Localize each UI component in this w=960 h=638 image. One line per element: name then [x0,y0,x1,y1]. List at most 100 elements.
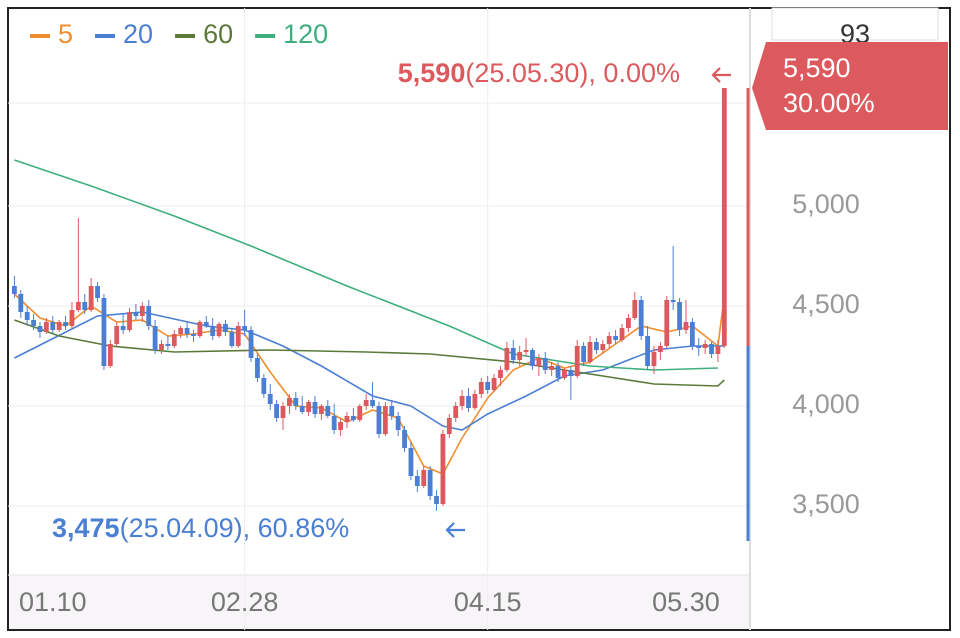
candle-body [421,470,427,486]
candle-body [114,326,120,344]
candle-body [440,434,446,504]
candle-body [139,306,145,316]
candle-body [530,350,535,366]
x-tick-label: 04.15 [454,587,522,617]
candle-body [11,286,17,294]
candle-body [299,406,305,412]
candle-body [715,346,721,354]
candle-body [357,406,363,420]
legend-label: 5 [58,19,73,49]
candle-body [95,286,100,298]
price-tag-change: 30.00% [783,88,875,118]
candle-body [287,398,292,406]
candle-body [344,416,350,422]
candle-body [683,322,689,330]
candle-body [504,348,510,370]
arrow-icon [445,522,465,538]
candle-body [721,88,727,346]
candle-body [280,406,286,418]
arrow-icon [711,67,731,83]
candle-body [318,406,324,414]
candle-body [191,334,196,336]
candle-body [485,382,491,390]
candle-body [159,344,164,350]
candle-body [395,416,401,430]
candle-body [555,366,561,378]
candle-body [88,286,94,310]
candle-body [472,394,478,408]
candle-body [638,300,644,336]
candle-body [581,346,587,362]
candle-body [382,406,388,434]
candle-body [18,294,24,312]
candle-body [664,300,670,346]
candle-body [235,326,241,346]
candle-body [376,406,382,434]
candle-body [689,322,695,346]
candle-body [274,404,280,418]
candle-body [37,326,43,332]
candle-body [542,358,548,370]
candle-body [414,476,420,486]
candle-body [223,324,228,332]
candle-body [120,326,126,330]
candle-body [255,358,260,378]
price-tag-value: 5,590 [783,53,851,83]
candle-body [434,496,439,504]
candle-body [510,348,516,360]
extreme-value: 5,590 [398,58,466,88]
candle-body [293,398,299,406]
candle-body [171,334,177,346]
candle-body [677,302,682,330]
candle-body [466,396,471,408]
legend-label: 120 [283,19,328,49]
candle-body [625,318,631,328]
x-tick-label: 02.28 [211,587,279,617]
candle-body [568,370,574,376]
candle-body [203,322,209,326]
candle-body [350,416,356,420]
candle-body [478,382,484,394]
candle-body [574,346,580,376]
legend-label: 60 [203,19,233,49]
candle-body [613,336,619,340]
y-tick-label: 5,000 [792,189,860,219]
candle-body [709,344,714,354]
price-tag [752,42,948,130]
candle-body [338,422,343,430]
candle-body [549,366,555,370]
candle-body [651,352,657,366]
y-tick-label: 4,500 [792,289,860,319]
candle-body [210,326,216,336]
extreme-detail: (25.04.09), 60.86% [120,513,350,543]
candle-body [491,378,497,390]
frame [7,7,951,631]
candle-body [645,336,650,366]
candle-body [82,302,88,310]
candle-body [594,342,599,350]
candle-body [69,310,75,326]
candle-body [453,406,459,418]
candle-body [107,344,113,366]
candle-body [216,324,222,336]
candle-body [146,306,152,326]
candle-body [536,358,542,366]
x-tick-label: 01.10 [19,587,87,617]
candle-body [178,328,184,334]
candle-body [306,402,312,412]
candle-body [600,344,606,350]
candle-body [152,326,158,350]
candle-body [670,300,676,302]
y-tick-label: 4,000 [792,389,860,419]
candle-body [389,406,395,416]
candle-body [127,312,132,330]
candle-body [75,302,81,310]
candle-body [459,396,465,406]
candle-body [50,322,56,330]
candle-body [24,312,30,320]
candle-body [331,416,337,430]
candle-body [657,346,663,352]
candle-body [31,320,36,326]
x-tick-label: 05.30 [652,587,720,617]
